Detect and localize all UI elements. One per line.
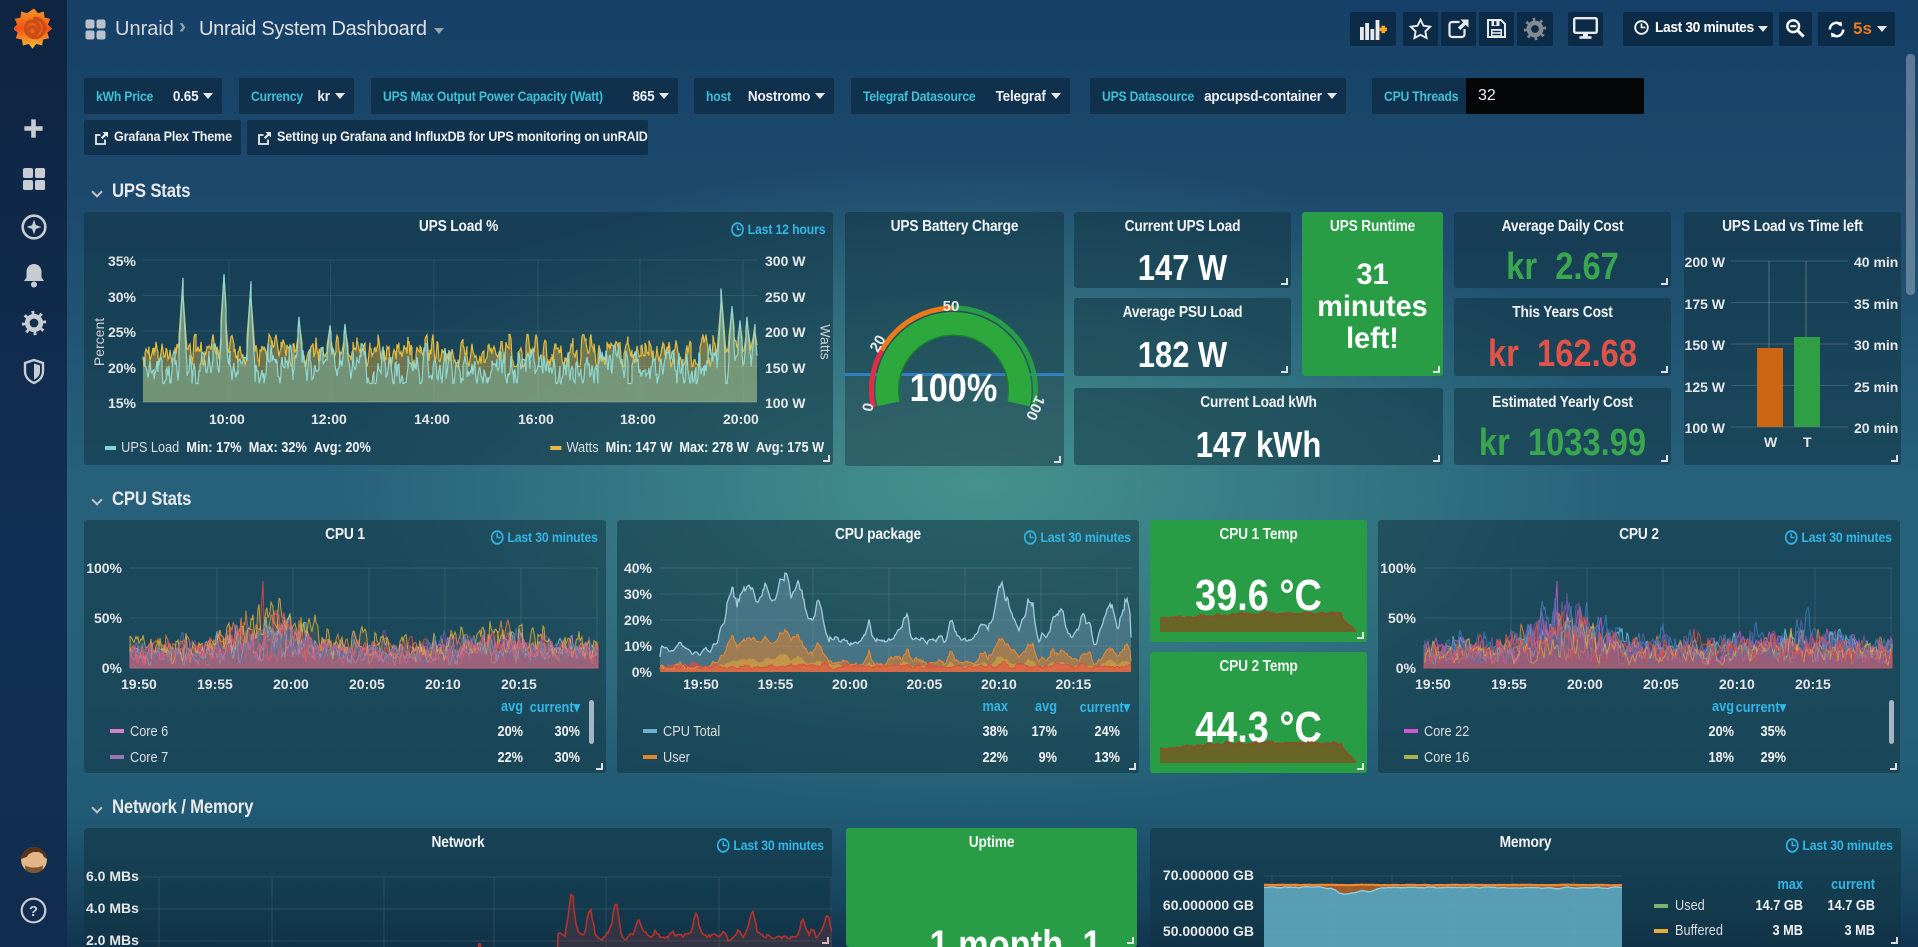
svg-text:100%: 100% — [910, 366, 998, 410]
svg-text:?: ? — [29, 903, 38, 920]
svg-text:50: 50 — [943, 298, 960, 315]
svg-text:0: 0 — [859, 402, 877, 413]
svg-text:20: 20 — [867, 332, 890, 355]
